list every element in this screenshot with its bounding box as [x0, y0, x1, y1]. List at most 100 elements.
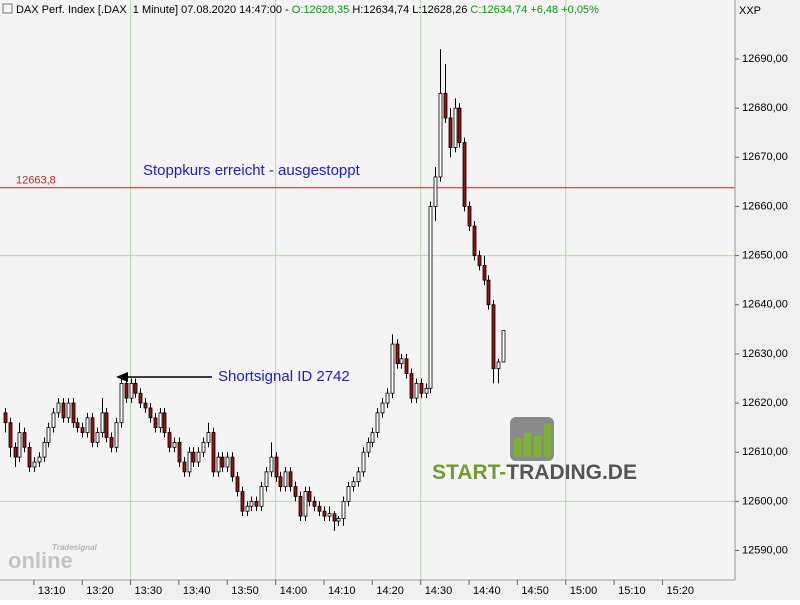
candle-body	[104, 412, 109, 438]
candle-body	[370, 432, 375, 443]
candle-body	[27, 446, 32, 468]
candle-body	[332, 513, 337, 522]
candle-body	[133, 382, 138, 394]
candle-body	[477, 255, 482, 266]
candle-body	[119, 382, 124, 424]
candle-body	[293, 486, 298, 497]
logo-bar	[544, 424, 551, 457]
x-tick-label: 13:30	[135, 585, 163, 597]
x-tick-label: 14:30	[425, 585, 453, 597]
overlay: Stoppkurs erreicht - ausgestoppt Shortsi…	[116, 162, 361, 385]
candle-body	[438, 92, 443, 178]
candle-body	[162, 412, 167, 433]
candle-body	[225, 456, 230, 468]
candle-body	[395, 343, 400, 365]
candle-body	[206, 432, 211, 443]
candle-body	[71, 402, 76, 424]
candle-body	[486, 279, 491, 306]
candle-body	[399, 358, 404, 365]
candle-body	[66, 402, 71, 419]
candle-body	[269, 456, 274, 473]
candle-body	[462, 142, 467, 207]
candle-body	[457, 107, 462, 143]
candle-body	[312, 500, 317, 507]
y-tick-label: 12670,00	[742, 151, 788, 163]
x-tick-label: 13:10	[38, 585, 66, 597]
candle-body	[129, 382, 134, 399]
candle-body	[143, 402, 148, 409]
candle-body	[341, 500, 346, 519]
header-part: H:12634,74 L:12628,26	[352, 4, 470, 16]
candle-body	[303, 491, 308, 517]
watermark-part: START-	[432, 461, 506, 484]
candle-body	[148, 407, 153, 419]
y-tick-label: 12620,00	[742, 397, 788, 409]
candle-body	[424, 387, 429, 394]
watermark-part: TRADING.DE	[506, 461, 637, 484]
candle-body	[216, 456, 221, 473]
candle-body	[491, 304, 496, 370]
axes: 12590,00 12600,00 12610,00 12620,00 12630,00…	[33, 53, 788, 597]
candle-body	[380, 402, 385, 414]
candle-body	[172, 441, 177, 448]
candle-body	[42, 441, 47, 458]
candle-body	[361, 451, 366, 473]
candle-body	[482, 265, 487, 281]
candle-body	[409, 373, 414, 399]
header-icon	[2, 3, 13, 14]
candle-body	[278, 476, 283, 488]
candle-body	[264, 471, 269, 488]
candle-body	[61, 402, 66, 419]
candle-body	[13, 446, 18, 458]
candle-body	[56, 402, 61, 414]
candle-body	[80, 427, 85, 433]
header-part: C:12634,74 +6,48 +0,05%	[470, 4, 599, 16]
candle-body	[153, 417, 158, 429]
logo-bar	[524, 433, 531, 457]
y-tick-label: 12680,00	[742, 102, 788, 114]
candle-body	[336, 518, 341, 522]
candle-body	[501, 330, 506, 363]
candle-body	[259, 486, 264, 507]
candle-body	[100, 412, 105, 433]
x-tick-label: 15:20	[666, 585, 694, 597]
platform-brand: Tradesignal	[52, 543, 98, 552]
candle-body	[114, 422, 119, 448]
y-tick-label: 12600,00	[742, 495, 788, 507]
candle-body	[138, 392, 143, 404]
candle-body	[428, 206, 433, 389]
candle-body	[37, 456, 42, 463]
candle-body	[351, 481, 356, 488]
candle-body	[375, 412, 380, 433]
candle-body	[254, 500, 259, 507]
watermark-text: START-TRADING.DE	[432, 461, 637, 484]
candle-body	[124, 382, 129, 399]
candle-body	[46, 427, 51, 443]
x-tick-label: 15:00	[570, 585, 598, 597]
candle-body	[317, 505, 322, 512]
candle-body	[51, 412, 56, 429]
candle-body	[235, 476, 240, 492]
x-tick-label: 13:40	[183, 585, 211, 597]
candle-body	[32, 461, 37, 468]
y-tick-label: 12610,00	[742, 446, 788, 458]
candle-body	[385, 392, 390, 404]
x-tick-label: 14:20	[376, 585, 404, 597]
y-tick-label: 12660,00	[742, 200, 788, 212]
candle-body	[158, 412, 163, 429]
candle-body	[211, 432, 216, 473]
candle-body	[220, 456, 225, 468]
candle-body	[90, 417, 95, 443]
platform-logo: Tradesignal online	[8, 543, 98, 573]
candle-body	[249, 500, 254, 507]
grid: 12663,8	[0, 0, 735, 580]
candle-body	[404, 358, 409, 374]
candle-body	[433, 176, 438, 207]
candle-body	[17, 432, 22, 458]
candle-body	[182, 461, 187, 473]
y-tick-label: 12650,00	[742, 249, 788, 261]
candle-body	[177, 441, 182, 463]
x-tick-label: 14:50	[521, 585, 549, 597]
candle-body	[307, 491, 312, 502]
